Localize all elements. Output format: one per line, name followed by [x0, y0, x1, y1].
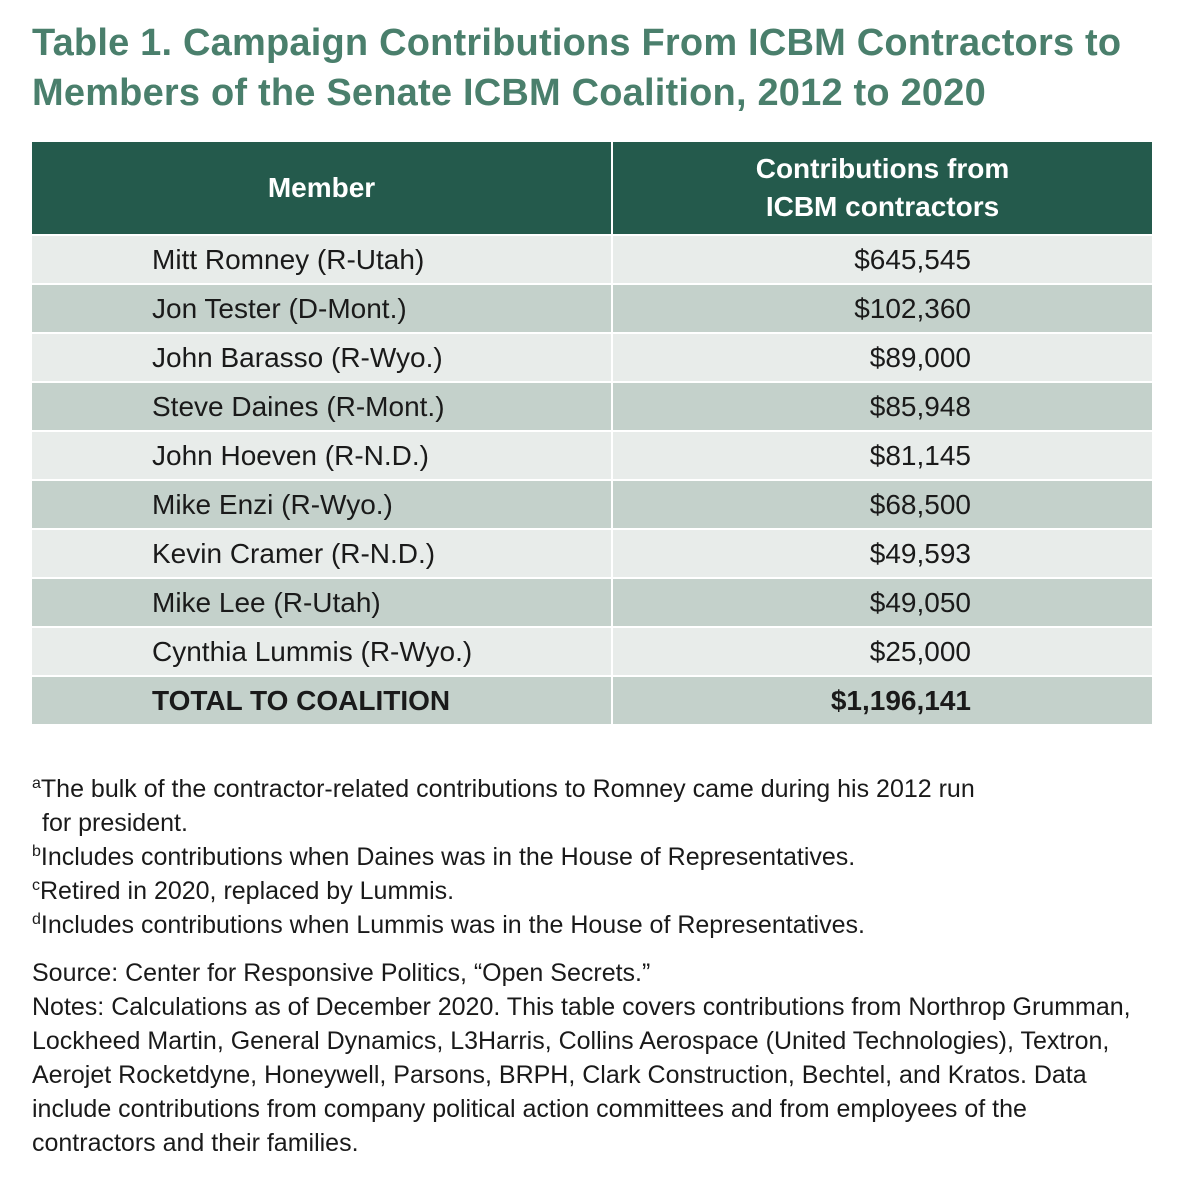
column-header-member: Member	[32, 142, 613, 235]
footnote-c-text: Retired in 2020, replaced by Lummis.	[40, 877, 455, 905]
table-row: Cynthia Lummis (R-Wyo.) $25,000	[32, 626, 1152, 676]
total-row: TOTAL TO COALITION $1,196,141	[32, 675, 1152, 724]
table-row: Mike Enzi (R-Wyo.) $68,500	[32, 479, 1152, 529]
member-cell: John Hoeven (R-N.D.)	[32, 430, 613, 480]
footnote-marker-d: d	[32, 911, 41, 928]
member-cell: Mike Lee (R-Utah)	[32, 577, 613, 627]
footnote-marker-c: c	[32, 877, 40, 894]
amount-cell: $85,948	[612, 381, 1152, 431]
footnote-b-text: Includes contributions when Daines was i…	[40, 843, 856, 871]
table-row: John Hoeven (R-N.D.) $81,145	[32, 430, 1152, 480]
member-cell: Mitt Romney (R-Utah)	[32, 234, 613, 284]
member-cell: Kevin Cramer (R-N.D.)	[32, 528, 613, 578]
footnotes: aThe bulk of the contractor-related cont…	[32, 772, 1157, 942]
footnote-marker-b: b	[32, 843, 41, 860]
table-row: Mike Lee (R-Utah) $49,050	[32, 577, 1152, 627]
member-cell: John Barasso (R-Wyo.)	[32, 332, 613, 382]
member-cell: Mike Enzi (R-Wyo.)	[32, 479, 613, 529]
source-and-notes: Source: Center for Responsive Politics, …	[32, 956, 1157, 1160]
table-row: Jon Tester (D-Mont.) $102,360	[32, 283, 1152, 333]
amount-cell: $645,545	[612, 234, 1152, 284]
contributions-table: Member Contributions from ICBM contracto…	[32, 142, 1152, 724]
total-label-cell: TOTAL TO COALITION	[32, 675, 613, 724]
footnote-c: cRetired in 2020, replaced by Lummis.	[32, 874, 1157, 908]
footnote-a-line2: for president.	[42, 809, 188, 837]
footnote-d-text: Includes contributions when Lummis was i…	[40, 911, 865, 939]
footnote-marker-a: a	[32, 775, 41, 792]
member-cell: Cynthia Lummis (R-Wyo.)	[32, 626, 613, 676]
amount-cell: $102,360	[612, 283, 1152, 333]
footnote-d: dIncludes contributions when Lummis was …	[32, 908, 1157, 942]
amount-cell: $89,000	[612, 332, 1152, 382]
table-header-row: Member Contributions from ICBM contracto…	[32, 142, 1152, 235]
column-header-contributions-line2: ICBM contractors	[765, 191, 1000, 222]
column-header-contributions-line1: Contributions from	[755, 153, 1010, 184]
member-cell: Jon Tester (D-Mont.)	[32, 283, 613, 333]
footnote-a-line1: The bulk of the contractor-related contr…	[40, 775, 975, 803]
amount-cell: $25,000	[612, 626, 1152, 676]
table-row: Mitt Romney (R-Utah) $645,545	[32, 234, 1152, 284]
footnote-a: aThe bulk of the contractor-related cont…	[32, 772, 1157, 840]
table-title: Table 1. Campaign Contributions From ICB…	[32, 22, 1122, 114]
amount-cell: $68,500	[612, 479, 1152, 529]
table-row: Kevin Cramer (R-N.D.) $49,593	[32, 528, 1152, 578]
footnote-b: bIncludes contributions when Daines was …	[32, 840, 1157, 874]
amount-cell: $49,593	[612, 528, 1152, 578]
table-row: John Barasso (R-Wyo.) $89,000	[32, 332, 1152, 382]
notes-text: Notes: Calculations as of December 2020.…	[32, 993, 1131, 1157]
amount-cell: $49,050	[612, 577, 1152, 627]
amount-cell: $81,145	[612, 430, 1152, 480]
column-header-contributions: Contributions from ICBM contractors	[612, 142, 1152, 235]
member-cell: Steve Daines (R-Mont.)	[32, 381, 613, 431]
total-amount-cell: $1,196,141	[612, 675, 1152, 724]
source-text: Source: Center for Responsive Politics, …	[32, 959, 651, 987]
table-row: Steve Daines (R-Mont.) $85,948	[32, 381, 1152, 431]
